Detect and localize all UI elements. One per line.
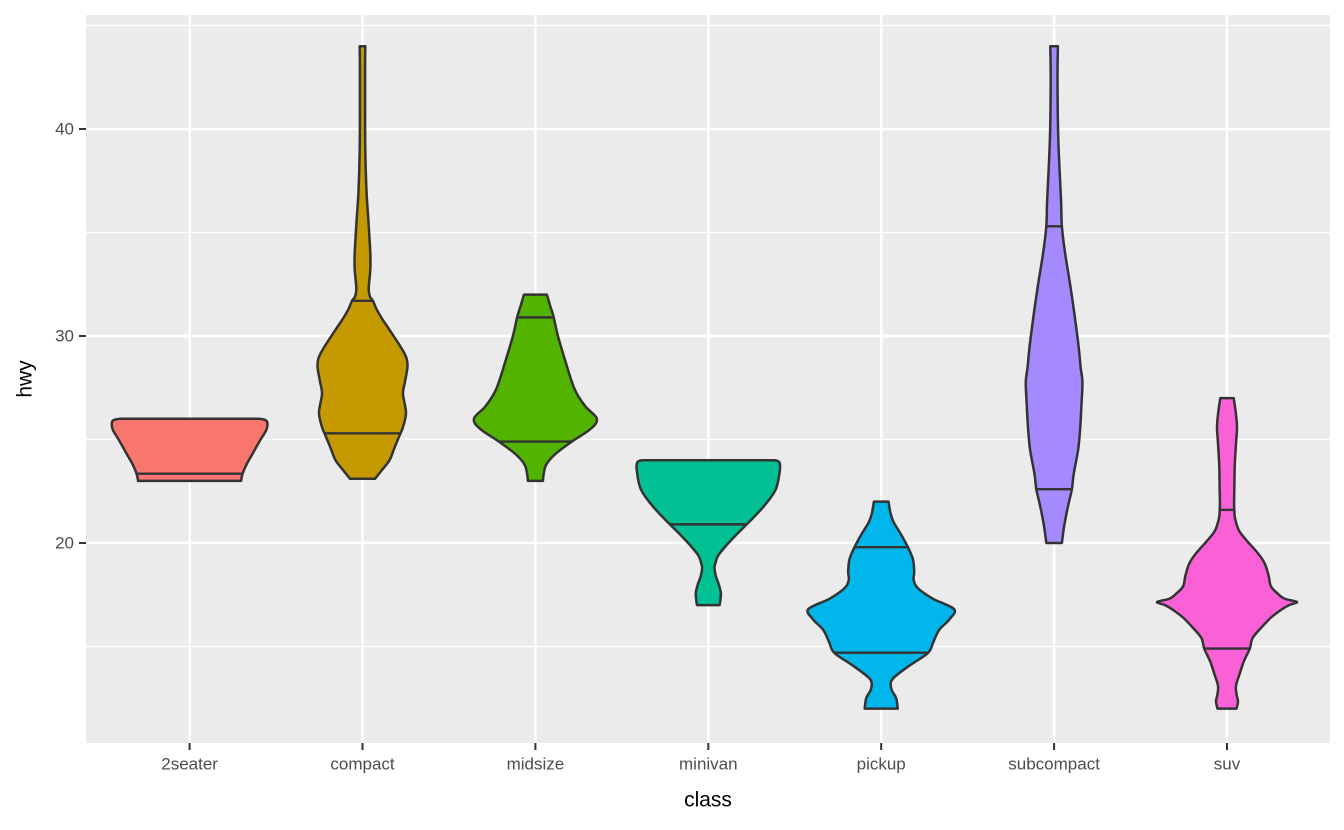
x-tick-label-2seater: 2seater xyxy=(161,754,218,774)
y-axis-title: hwy xyxy=(13,360,37,398)
x-tick-label-pickup: pickup xyxy=(856,754,906,774)
violin-shape-compact xyxy=(316,44,409,481)
violin-shape-midsize xyxy=(472,293,599,483)
y-tick-label-30: 30 xyxy=(55,326,74,346)
x-axis-title: class xyxy=(684,788,732,812)
x-tick-label-midsize: midsize xyxy=(506,754,565,774)
violin-2seater xyxy=(110,417,269,483)
violin-midsize xyxy=(472,293,599,483)
violin-suv xyxy=(1155,396,1299,710)
violin-minivan xyxy=(635,458,782,607)
x-tick-label-suv: suv xyxy=(1213,754,1241,774)
violin-shape-pickup xyxy=(806,500,957,710)
violin-subcompact xyxy=(1024,44,1084,545)
violin-shape-suv xyxy=(1155,396,1299,710)
violin-compact xyxy=(316,44,409,481)
x-tick-label-minivan: minivan xyxy=(679,754,738,774)
y-tick-label-20: 20 xyxy=(55,533,74,553)
violin-shape-subcompact xyxy=(1024,44,1084,545)
violin-shape-minivan xyxy=(635,458,782,607)
x-tick-label-subcompact: subcompact xyxy=(1008,754,1100,774)
y-tick-label-40: 40 xyxy=(55,119,74,139)
violin-pickup xyxy=(806,500,957,710)
violin-shape-2seater xyxy=(110,417,269,483)
x-tick-label-compact: compact xyxy=(330,754,395,774)
